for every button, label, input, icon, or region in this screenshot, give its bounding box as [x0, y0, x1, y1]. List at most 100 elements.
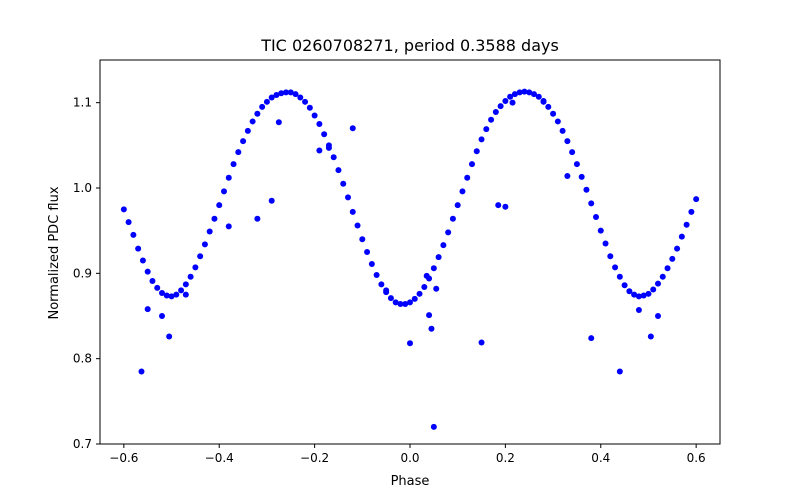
data-point: [631, 291, 638, 298]
data-point: [168, 293, 175, 300]
x-axis-label: Phase: [391, 474, 430, 489]
data-point: [688, 208, 695, 215]
data-point: [283, 89, 289, 96]
data-point: [635, 293, 642, 300]
data-point: [511, 91, 518, 98]
data-point: [674, 245, 681, 252]
data-point: [138, 368, 145, 375]
data-point: [635, 307, 642, 314]
data-point: [497, 103, 504, 110]
data-point: [292, 91, 299, 98]
data-point: [297, 94, 304, 101]
data-point: [678, 233, 685, 240]
data-point: [230, 161, 237, 168]
data-point: [597, 227, 604, 234]
data-point: [428, 325, 435, 332]
data-point: [125, 219, 132, 226]
data-point: [521, 88, 528, 95]
y-tick-label: 0.8: [73, 352, 92, 366]
y-tick-label: 0.7: [73, 437, 92, 451]
data-point: [154, 284, 161, 291]
data-point: [509, 99, 516, 106]
data-point: [621, 282, 628, 289]
data-point: [664, 265, 671, 272]
data-point: [259, 103, 266, 110]
data-point: [478, 339, 485, 346]
data-point: [421, 283, 428, 290]
x-tick-label: −0.6: [109, 451, 138, 465]
data-point: [206, 228, 213, 235]
data-point: [244, 127, 251, 134]
data-point: [593, 214, 599, 221]
data-point: [502, 203, 509, 210]
data-point: [588, 335, 595, 342]
data-point: [535, 93, 542, 100]
data-point: [526, 89, 533, 96]
data-point: [640, 292, 647, 299]
data-point: [316, 121, 323, 127]
data-point: [273, 91, 280, 98]
data-point: [550, 110, 557, 117]
data-point: [221, 188, 227, 195]
data-point: [311, 112, 318, 119]
data-point: [478, 136, 485, 143]
data-point: [440, 242, 447, 249]
data-point: [330, 154, 337, 161]
data-point: [693, 196, 700, 203]
data-point: [655, 280, 661, 287]
data-point: [435, 254, 442, 261]
chart-title: TIC 0260708271, period 0.3588 days: [260, 36, 559, 55]
data-point: [392, 299, 399, 306]
data-point: [321, 131, 328, 138]
x-tick-label: 0.2: [496, 451, 515, 465]
data-point: [454, 202, 461, 209]
data-point: [473, 148, 480, 155]
plot-frame: [99, 59, 721, 445]
x-tick-label: 0.4: [591, 451, 610, 465]
data-point: [659, 273, 666, 280]
data-point: [182, 291, 189, 298]
data-points: [120, 88, 700, 430]
data-point: [197, 253, 204, 260]
data-point: [573, 161, 580, 168]
data-point: [495, 202, 502, 209]
data-point: [616, 368, 623, 375]
data-point: [488, 116, 495, 123]
data-point: [402, 301, 409, 308]
data-point: [173, 291, 180, 298]
data-point: [249, 118, 256, 125]
data-point: [263, 98, 270, 105]
data-point: [254, 110, 261, 117]
data-point: [433, 285, 440, 292]
data-point: [235, 149, 242, 156]
data-point: [373, 272, 380, 279]
data-point: [430, 265, 437, 272]
data-point: [149, 278, 156, 285]
data-point: [349, 125, 356, 132]
data-point: [483, 126, 490, 133]
data-point: [669, 255, 676, 262]
data-point: [645, 290, 652, 297]
data-point: [655, 313, 661, 319]
data-point: [359, 236, 366, 243]
data-point: [316, 147, 323, 154]
data-point: [545, 103, 552, 110]
data-point: [144, 268, 151, 275]
data-point: [469, 161, 475, 168]
data-point: [378, 281, 385, 288]
x-tick-label: −0.4: [205, 451, 234, 465]
data-point: [287, 89, 294, 96]
data-point: [502, 97, 509, 104]
data-point: [139, 257, 146, 264]
data-point: [602, 240, 609, 247]
data-point: [182, 281, 189, 288]
data-point: [507, 93, 514, 100]
x-tick-label: 0.0: [400, 451, 419, 465]
data-point: [626, 288, 633, 295]
data-point: [163, 292, 170, 299]
data-point: [531, 91, 537, 98]
data-point: [354, 222, 361, 229]
data-point: [411, 295, 418, 302]
